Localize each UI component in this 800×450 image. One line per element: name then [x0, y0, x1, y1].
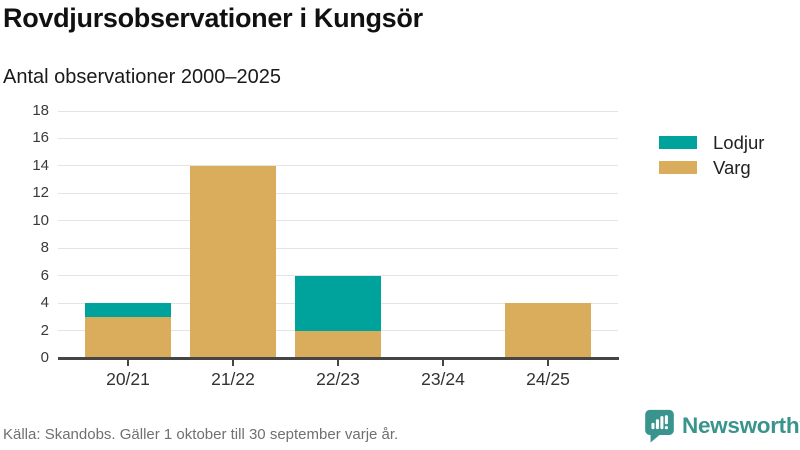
gridline-8 — [58, 247, 618, 249]
legend-label: Varg — [713, 156, 751, 178]
x-axis-line — [58, 356, 619, 360]
logo-exclamation-dot — [664, 426, 668, 430]
bar-segment-varg-24/25 — [505, 303, 591, 358]
x-axis-tick — [547, 359, 549, 366]
chart-subtitle: Antal observationer 2000–2025 — [3, 66, 281, 88]
legend-label: Lodjur — [713, 131, 765, 153]
x-axis-tick — [127, 359, 129, 366]
legend-swatch-varg — [659, 161, 697, 174]
chart-title: Rovdjursobservationer i Kungsör — [3, 3, 423, 33]
x-axis-tick — [232, 359, 234, 366]
gridline-12 — [58, 192, 618, 194]
bar-segment-varg-22/23 — [295, 330, 381, 358]
y-axis-label: 10 — [32, 211, 49, 229]
bar-segment-lodjur-22/23 — [295, 275, 381, 331]
gridline-16 — [58, 137, 618, 139]
gridline-18 — [58, 110, 618, 112]
gridline-10 — [58, 220, 618, 222]
legend-swatch-lodjur — [659, 136, 697, 149]
logo-bar-small — [651, 422, 655, 430]
y-axis-label: 16 — [32, 129, 49, 147]
y-axis-label: 4 — [40, 294, 49, 312]
logo-bar-tall — [660, 416, 664, 430]
newsworthy-logo: Newsworthy — [644, 409, 800, 443]
plot-area: 0 2 4 6 8 10 12 14 16 18 20/21 21/22 22/23 23/24 24/25 — [0, 100, 645, 400]
y-axis-label: 0 — [40, 349, 49, 366]
x-axis-tick — [337, 359, 339, 366]
y-axis-label: 6 — [40, 266, 49, 284]
legend-item-lodjur: Lodjur — [659, 130, 764, 155]
x-axis-label: 22/23 — [316, 369, 360, 389]
y-axis-label: 18 — [32, 102, 49, 119]
bar-segment-varg-21/22 — [190, 165, 276, 358]
chart-legend: Lodjur Varg — [659, 130, 764, 180]
newsworthy-wordmark: Newsworthy — [682, 413, 800, 438]
logo-bar-medium — [655, 419, 659, 430]
legend-item-varg: Varg — [659, 155, 764, 180]
y-axis-label: 14 — [32, 156, 49, 174]
x-axis-tick — [442, 359, 444, 366]
x-axis-label: 21/22 — [211, 369, 255, 389]
logo-exclamation-bar — [664, 415, 668, 425]
gridline-14 — [58, 165, 618, 167]
y-axis-label: 8 — [40, 239, 49, 257]
y-axis-label: 12 — [32, 184, 49, 202]
bar-segment-lodjur-20/21 — [85, 303, 171, 317]
bar-segment-varg-20/21 — [85, 316, 171, 358]
y-axis-label: 2 — [40, 321, 49, 339]
newsworthy-speech-bubble-chart-icon — [645, 409, 674, 443]
x-axis-label: 20/21 — [106, 369, 150, 389]
source-note: Källa: Skandobs. Gäller 1 oktober till 3… — [3, 426, 399, 443]
x-axis-label: 24/25 — [526, 369, 570, 389]
x-axis-label: 23/24 — [421, 369, 465, 389]
